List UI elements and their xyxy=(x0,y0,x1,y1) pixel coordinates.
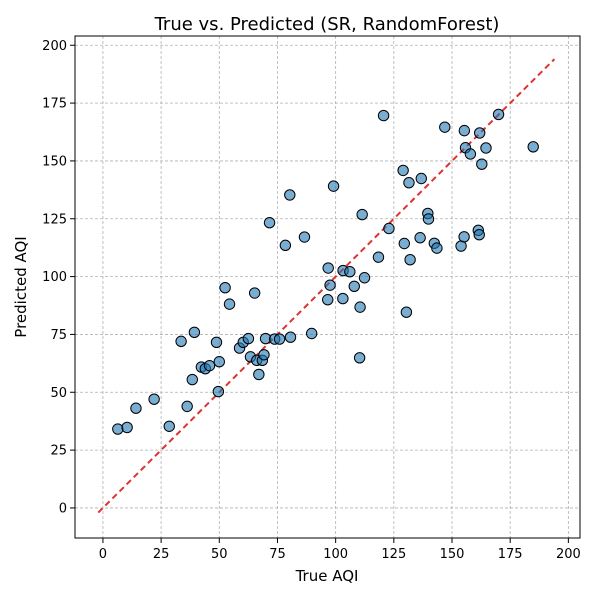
scatter-point xyxy=(298,231,311,243)
scatter-point xyxy=(212,385,225,398)
scatter-point xyxy=(181,400,193,413)
scatter-point xyxy=(415,172,427,185)
scatter-point xyxy=(175,335,187,348)
y-tick-label: 175 xyxy=(42,97,67,112)
y-tick-label: 75 xyxy=(50,328,67,343)
y-tick-label: 200 xyxy=(42,39,67,54)
scatter-point xyxy=(324,279,336,291)
scatter-point xyxy=(188,326,201,339)
y-tick-label: 0 xyxy=(59,501,67,516)
grid xyxy=(75,36,580,538)
y-tick-label: 25 xyxy=(50,444,67,459)
scatter-point xyxy=(464,148,477,160)
scatter-point xyxy=(476,158,488,170)
scatter-point xyxy=(414,232,426,244)
y-axis-label: Predicted AQI xyxy=(12,236,30,337)
scatter-point xyxy=(397,164,409,177)
scatter-point xyxy=(473,229,485,241)
scatter-point xyxy=(327,180,340,192)
scatter-point xyxy=(356,208,368,221)
scatter-point xyxy=(404,254,416,266)
scatter-point xyxy=(284,189,296,201)
y-tick-label: 100 xyxy=(42,270,67,285)
scatter-point xyxy=(273,333,286,345)
scatter-point xyxy=(279,239,292,252)
scatter-point xyxy=(219,281,231,294)
scatter-point xyxy=(354,301,366,313)
scatter-point xyxy=(121,421,133,434)
scatter-point xyxy=(358,272,371,284)
scatter-point xyxy=(403,176,415,189)
chart-title: True vs. Predicted (SR, RandomForest) xyxy=(154,14,500,35)
x-tick-label: 175 xyxy=(498,547,523,562)
scatter-point xyxy=(480,142,492,154)
scatter-point xyxy=(163,420,175,432)
x-tick-label: 150 xyxy=(440,547,465,562)
x-tick-label: 50 xyxy=(211,547,228,562)
x-tick-label: 75 xyxy=(269,547,286,562)
scatter-point xyxy=(223,298,236,310)
scatter-point xyxy=(337,292,349,305)
plot-frame xyxy=(74,35,581,539)
x-tick-label: 0 xyxy=(99,547,107,562)
scatter-point xyxy=(210,336,223,348)
x-axis-label: True AQI xyxy=(295,567,359,585)
scatter-point xyxy=(305,327,318,340)
scatter-point xyxy=(458,124,471,137)
scatter-point xyxy=(398,237,410,250)
scatter-point xyxy=(439,121,451,133)
y-tick-label: 125 xyxy=(42,212,67,227)
scatter-point xyxy=(284,331,297,343)
x-tick-label: 125 xyxy=(381,547,406,562)
scatter-point xyxy=(253,368,265,381)
scatter-point xyxy=(130,402,142,414)
scatter-point xyxy=(213,356,225,368)
scatter-point xyxy=(353,352,366,364)
scatter-point xyxy=(372,251,385,263)
scatter-point xyxy=(148,393,160,405)
scatter-point xyxy=(203,359,216,372)
x-tick-label: 25 xyxy=(153,547,170,562)
scatter-point xyxy=(263,216,276,229)
x-axis-ticks: 0 25 50 75 100 125 150 175 200 xyxy=(99,538,581,562)
scatter-point xyxy=(422,213,435,225)
scatter-point xyxy=(186,373,198,386)
scatter-point xyxy=(258,349,270,361)
scatter-point xyxy=(112,423,124,435)
x-tick-label: 200 xyxy=(556,547,581,562)
scatter-point xyxy=(383,222,395,235)
scatter-point xyxy=(348,280,360,293)
y-tick-label: 150 xyxy=(42,154,67,169)
scatter-point xyxy=(492,108,505,121)
scatter-point xyxy=(322,262,334,274)
scatter-point xyxy=(377,109,390,122)
scatter-point xyxy=(458,231,470,243)
scatter-point xyxy=(242,332,255,345)
scatter-point xyxy=(400,306,413,318)
scatter-points xyxy=(112,108,539,435)
y-tick-label: 50 xyxy=(50,386,67,401)
x-tick-label: 100 xyxy=(323,547,348,562)
scatter-point xyxy=(473,127,486,139)
scatter-point xyxy=(431,242,443,254)
scatter-point xyxy=(248,287,261,299)
scatter-point xyxy=(344,266,356,278)
y-axis-ticks: 0 25 50 75 100 125 150 175 200 xyxy=(42,39,75,516)
scatter-point xyxy=(527,141,539,153)
scatter-point xyxy=(322,294,334,306)
